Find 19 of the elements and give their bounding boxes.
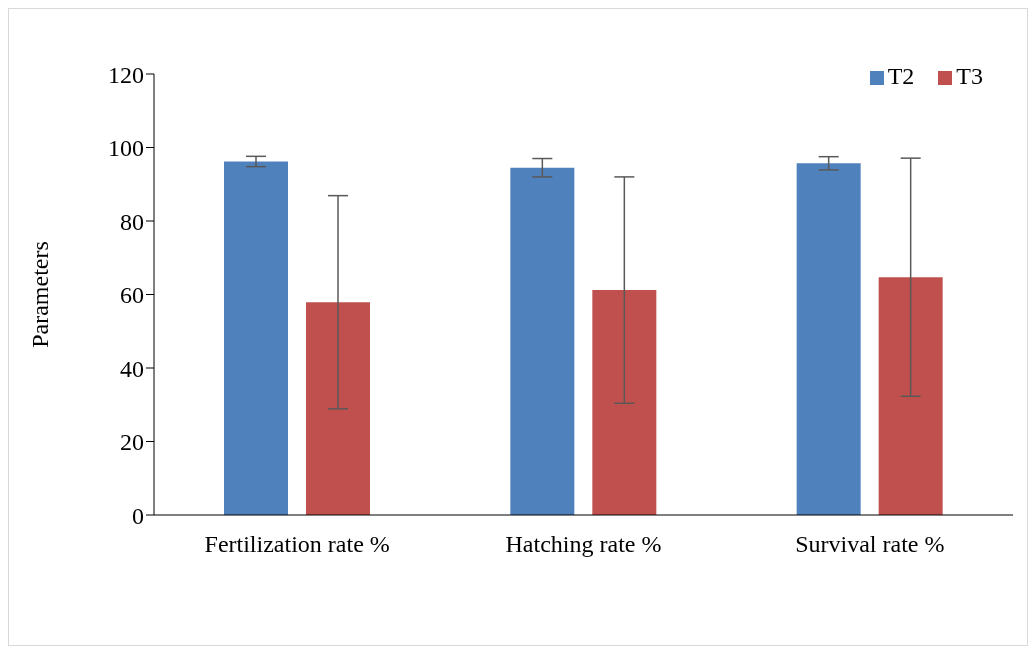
legend-label: T2 — [887, 63, 915, 89]
y-tick-label: 100 — [108, 135, 144, 162]
y-tick-label: 60 — [120, 282, 144, 309]
bar — [796, 163, 861, 515]
y-tick-label: 80 — [120, 208, 144, 235]
y-tick-label: 40 — [120, 355, 144, 382]
y-tick-label: 120 — [108, 61, 144, 88]
bar — [510, 167, 575, 515]
legend-label: T3 — [956, 63, 983, 89]
bar — [306, 302, 370, 515]
x-tick-label: Survival rate % — [795, 531, 945, 558]
bar — [592, 290, 657, 515]
x-tick-label: Hatching rate % — [505, 531, 662, 558]
y-axis-title: Parameters — [26, 241, 53, 348]
bar — [878, 277, 943, 515]
y-tick-label: 0 — [132, 502, 144, 529]
x-tick-label: Fertilization rate % — [204, 531, 390, 558]
bar — [224, 161, 288, 515]
y-tick-label: 20 — [120, 429, 144, 456]
